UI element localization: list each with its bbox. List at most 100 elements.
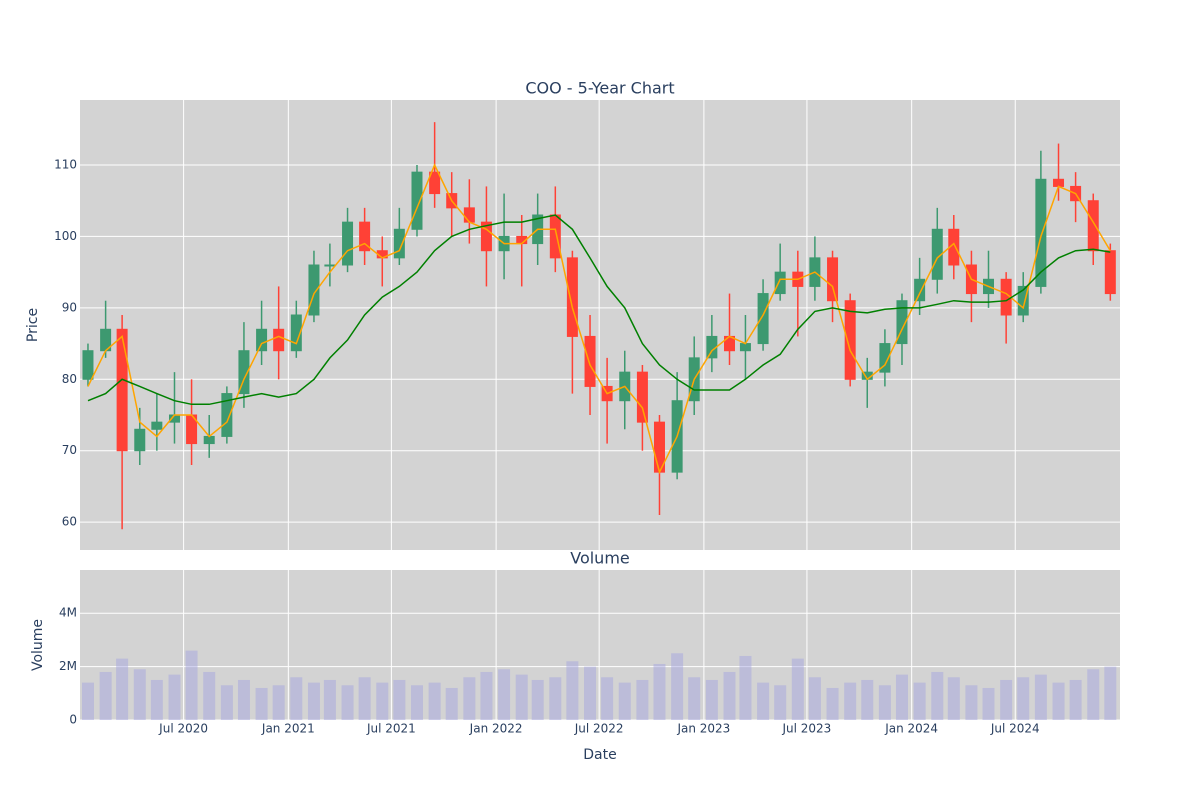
- volume-title: Volume: [570, 549, 630, 568]
- candle-body: [896, 300, 908, 345]
- candle-body: [844, 300, 856, 380]
- candle-body: [879, 343, 891, 373]
- candle-body: [308, 264, 320, 316]
- volume-bar: [410, 685, 423, 720]
- x-tick-label: Jan 2023: [676, 722, 730, 736]
- volume-bar: [255, 687, 268, 720]
- volume-bar: [185, 650, 198, 720]
- volume-bar: [307, 682, 320, 720]
- y-tick-label: 70: [62, 443, 77, 457]
- volume-bar: [913, 682, 926, 720]
- y-tick-label: 90: [62, 300, 77, 314]
- volume-bar: [133, 669, 146, 720]
- volume-bar: [1000, 679, 1013, 720]
- marks: [81, 122, 1117, 720]
- candle-body: [256, 328, 268, 352]
- candle-body: [151, 421, 163, 430]
- volume-bar: [393, 679, 406, 720]
- y-tick-label: 80: [62, 372, 77, 386]
- volume-bar: [445, 687, 458, 720]
- candle-body: [549, 214, 561, 259]
- x-tick-label: Jul 2020: [158, 722, 208, 736]
- volume-bar: [671, 653, 684, 720]
- price-plot-area: [80, 100, 1120, 550]
- candle-body: [827, 257, 839, 302]
- volume-bar: [323, 679, 336, 720]
- volume-bar: [739, 655, 752, 720]
- candle-body: [584, 335, 596, 387]
- volume-bar: [237, 679, 250, 720]
- volume-bar: [757, 682, 770, 720]
- volume-bar: [1034, 674, 1047, 720]
- candle-body: [1104, 250, 1116, 295]
- volume-bar: [895, 674, 908, 720]
- candle-body: [636, 371, 648, 423]
- volume-bar: [878, 685, 891, 720]
- x-tick-label: Jul 2024: [990, 722, 1040, 736]
- volume-bar: [808, 677, 821, 720]
- volume-bar: [290, 677, 303, 720]
- volume-bar: [1087, 669, 1100, 720]
- volume-bar: [705, 679, 718, 720]
- volume-bar: [1069, 679, 1082, 720]
- volume-bar: [791, 658, 804, 720]
- volume-bar: [376, 682, 389, 720]
- volume-bar: [1017, 677, 1030, 720]
- volume-bar: [601, 677, 614, 720]
- candle-body: [914, 278, 926, 302]
- candle-body: [739, 343, 751, 352]
- volume-bar: [653, 663, 666, 720]
- volume-bar: [947, 677, 960, 720]
- volume-bar: [844, 682, 857, 720]
- candle-body: [290, 314, 302, 352]
- volume-bar: [203, 671, 216, 720]
- volume-bar: [358, 677, 371, 720]
- x-tick-label: Jan 2022: [469, 722, 523, 736]
- candle-body: [1035, 178, 1047, 287]
- volume-axis-title: Volume: [30, 619, 46, 671]
- y-tick-label: 0: [69, 713, 77, 727]
- x-axis-title: Date: [583, 747, 616, 763]
- moving-average-line: [87, 214, 1111, 406]
- volume-bar: [515, 674, 528, 720]
- candle-body: [221, 393, 233, 437]
- volume-bar: [1052, 682, 1065, 720]
- volume-bar: [341, 685, 354, 720]
- candle-body: [757, 293, 769, 345]
- volume-bar: [99, 671, 112, 720]
- volume-bar: [982, 687, 995, 720]
- grid: [80, 100, 1120, 721]
- volume-bar: [1104, 666, 1117, 720]
- candle-body: [82, 350, 94, 380]
- volume-bar: [826, 687, 839, 720]
- candle-body: [566, 257, 578, 337]
- volume-bar: [618, 682, 631, 720]
- volume-bar: [566, 661, 579, 720]
- y-tick-label: 4M: [59, 606, 77, 620]
- candle-body: [1053, 178, 1065, 187]
- candle-body: [359, 221, 371, 252]
- candle-body: [342, 221, 354, 266]
- volume-bar: [168, 674, 181, 720]
- volume-bar: [723, 671, 736, 720]
- y-axis-title: Price: [25, 308, 41, 342]
- volume-bar: [531, 679, 544, 720]
- volume-bar: [220, 685, 233, 720]
- volume-bar: [463, 677, 476, 720]
- moving-average-line: [87, 163, 1111, 475]
- candle-body: [463, 207, 475, 223]
- candle-body: [774, 271, 786, 295]
- volume-bar: [688, 677, 701, 720]
- candle-body: [324, 264, 336, 267]
- volume-bar: [774, 685, 787, 720]
- candle-body: [273, 328, 285, 352]
- x-tick-label: Jul 2023: [781, 722, 831, 736]
- y-tick-label: 110: [54, 158, 77, 172]
- volume-bar: [965, 685, 978, 720]
- volume-bar: [549, 677, 562, 720]
- candle-body: [429, 171, 441, 195]
- y-tick-label: 60: [62, 515, 77, 529]
- volume-bar: [498, 669, 511, 720]
- candle-body: [480, 221, 492, 252]
- volume-bar: [861, 679, 874, 720]
